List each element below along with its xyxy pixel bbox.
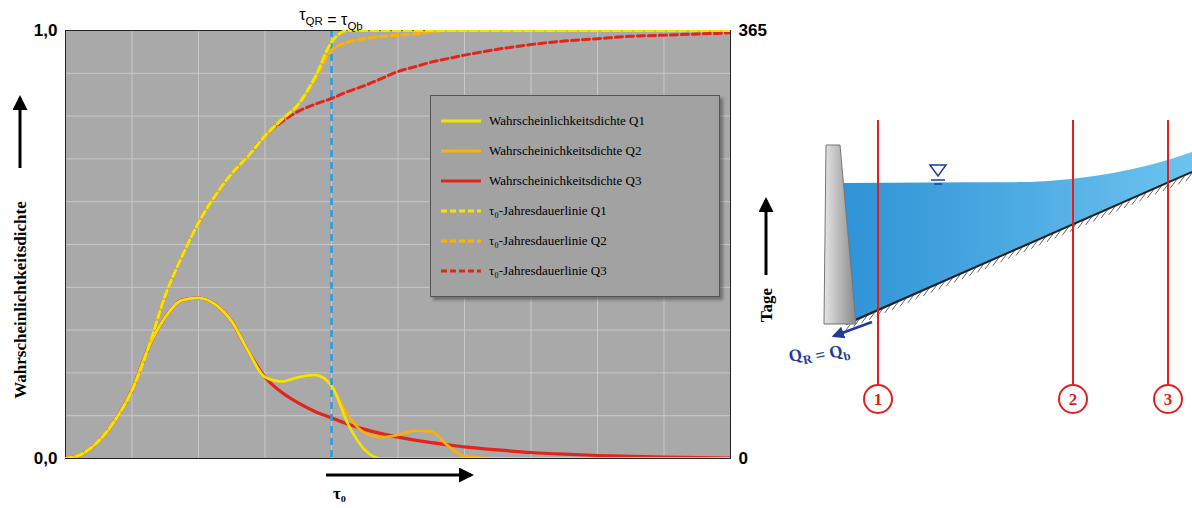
svg-text:1,0: 1,0 xyxy=(34,21,58,40)
svg-text:τQR = τQb: τQR = τQb xyxy=(299,6,363,32)
svg-text:365: 365 xyxy=(739,21,767,40)
svg-text:1: 1 xyxy=(874,390,883,409)
svg-text:τ₀: τ₀ xyxy=(333,484,346,503)
svg-text:0: 0 xyxy=(739,449,748,468)
html-text:τ₀-Jahresdauerlinie Q3: τ₀-Jahresdauerlinie Q3 xyxy=(489,263,607,278)
html-text:Wahrscheinichkeitsdichte Q2: Wahrscheinichkeitsdichte Q2 xyxy=(489,143,642,158)
svg-text:Wahrscheinlichtkeitsdichte: Wahrscheinlichtkeitsdichte xyxy=(11,201,30,399)
html-text:τ₀-Jahresdauerlinie Q2: τ₀-Jahresdauerlinie Q2 xyxy=(489,233,607,248)
svg-text:0,0: 0,0 xyxy=(34,449,58,468)
html-text:τ₀-Jahresdauerlinie Q1: τ₀-Jahresdauerlinie Q1 xyxy=(489,203,607,218)
html-text:Wahrscheinichkeitsdichte Q3: Wahrscheinichkeitsdichte Q3 xyxy=(489,173,642,188)
svg-text:2: 2 xyxy=(1069,390,1078,409)
svg-text:QR = Qb: QR = Qb xyxy=(787,335,852,375)
svg-text:3: 3 xyxy=(1164,390,1173,409)
svg-text:Tage: Tage xyxy=(757,287,776,322)
html-text:Wahrscheinlichkeitsdichte Q1: Wahrscheinlichkeitsdichte Q1 xyxy=(489,113,645,128)
